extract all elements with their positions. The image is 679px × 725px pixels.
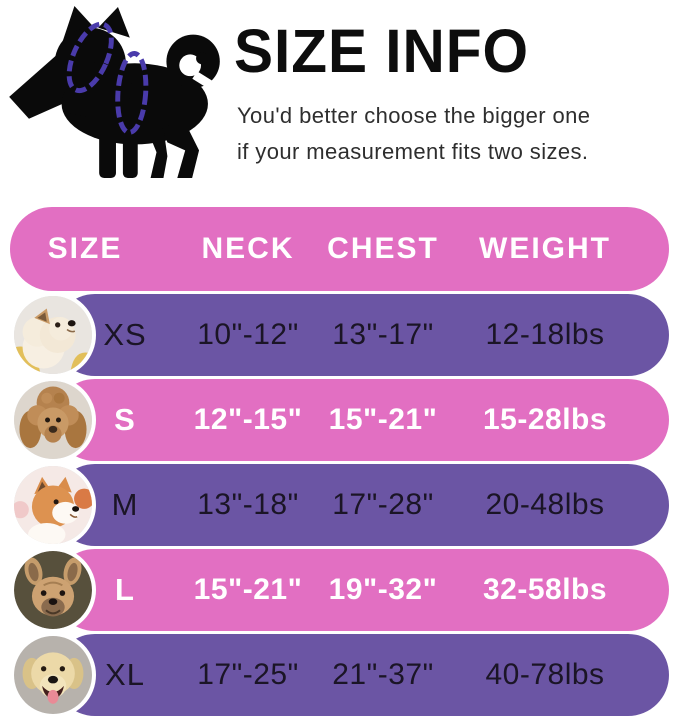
cell-size: L (115, 572, 135, 607)
cell-weight: 12-18lbs (485, 318, 605, 351)
cell-neck: 17"-25" (197, 658, 299, 691)
cell-weight: 32-58lbs (482, 573, 608, 606)
cell-size: XL (105, 657, 145, 692)
cell-chest: 13"-17" (332, 318, 434, 351)
column-header-weight: WEIGHT (479, 232, 611, 265)
table-row-xl: XL 17"-25" 21"-37" 40-78lbs (54, 634, 669, 716)
cell-neck: 10"-12" (197, 318, 299, 351)
column-header-size: SIZE (47, 232, 123, 265)
cell-size: XS (103, 317, 147, 352)
dog-photo-labrador (10, 632, 96, 718)
cell-size: S (114, 402, 136, 437)
dog-photo-pomeranian (10, 292, 96, 378)
table-row-s: S 12"-15" 15"-21" 15-28lbs (54, 379, 669, 461)
subtitle-line-1: You'd better choose the bigger one (237, 103, 591, 128)
table-row-xs: XS 10"-12" 13"-17" 12-18lbs (54, 294, 669, 376)
page-title: SIZE INFO (234, 17, 529, 85)
dog-photo-poodle (10, 377, 96, 463)
table-header-row: SIZE NECK CHEST WEIGHT (10, 207, 669, 291)
cell-neck: 15"-21" (193, 573, 303, 606)
dog-photo-french-bulldog (10, 547, 96, 633)
subtitle-line-2: if your measurement fits two sizes. (237, 139, 589, 164)
cell-chest: 17"-28" (332, 488, 434, 521)
dog-measurement-diagram (9, 5, 220, 179)
dog-photo-shiba-inu (10, 462, 96, 548)
chest-ring (115, 51, 149, 135)
cell-size: M (111, 487, 139, 522)
table-row-l: L 15"-21" 19"-32" 32-58lbs (54, 549, 669, 631)
cell-weight: 40-78lbs (485, 658, 605, 691)
column-header-neck: NECK (201, 232, 295, 265)
cell-chest: 15"-21" (328, 403, 438, 436)
page-subtitle: You'd better choose the bigger one if yo… (237, 98, 590, 170)
cell-chest: 19"-32" (328, 573, 438, 606)
cell-chest: 21"-37" (332, 658, 434, 691)
column-header-chest: CHEST (327, 232, 439, 265)
table-row-m: M 13"-18" 17"-28" 20-48lbs (54, 464, 669, 546)
cell-weight: 15-28lbs (482, 403, 608, 436)
cell-neck: 12"-15" (193, 403, 303, 436)
cell-weight: 20-48lbs (485, 488, 605, 521)
cell-neck: 13"-18" (197, 488, 299, 521)
